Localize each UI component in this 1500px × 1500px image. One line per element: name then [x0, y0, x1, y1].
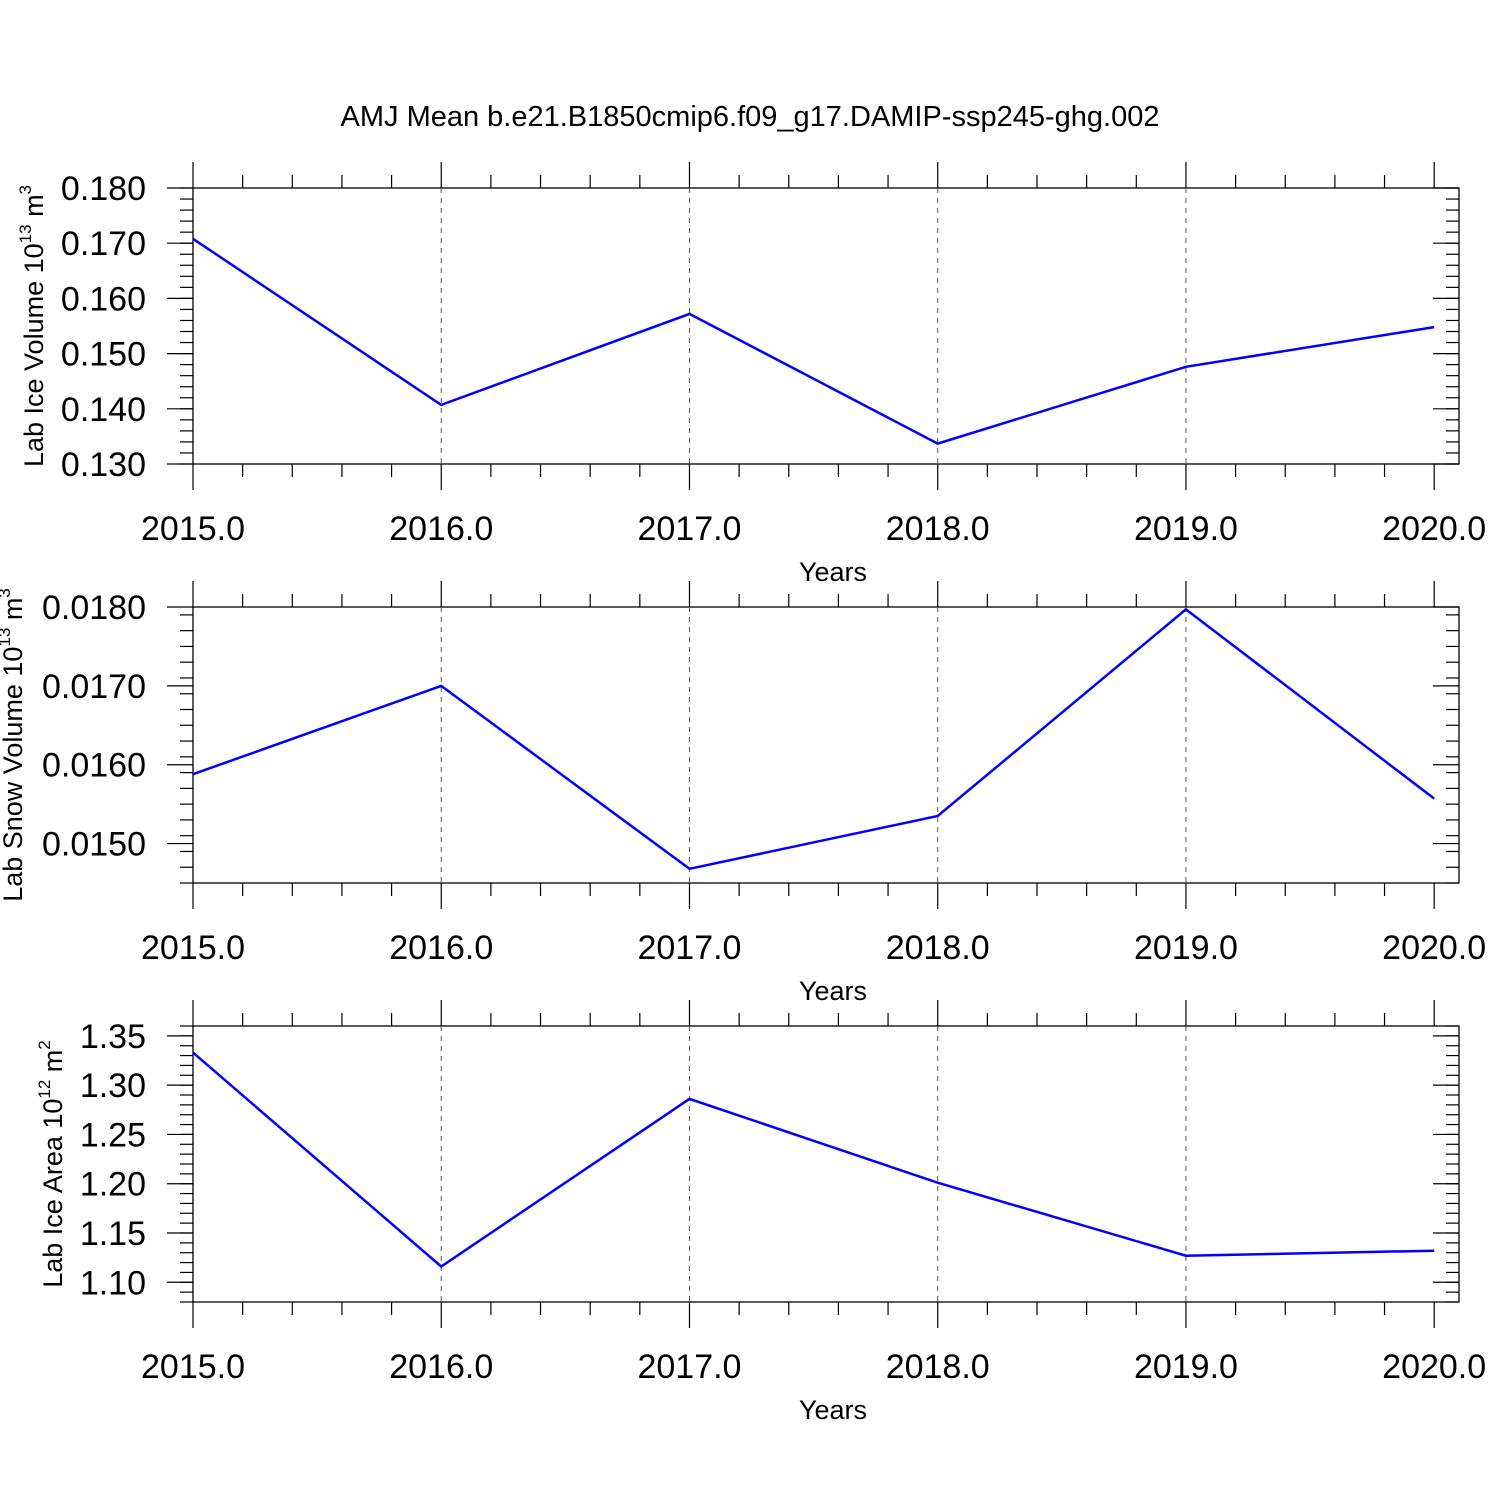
- x-tick-label: 2017.0: [637, 929, 741, 967]
- y-tick-label: 0.180: [61, 170, 146, 208]
- panels-group: 2015.0 2016.0 2017.0 2018.0 2019.0 2020.0 0.13…: [0, 162, 1486, 1425]
- series-line: [192, 1051, 1435, 1269]
- x-tick-label: 2019.0: [1134, 1348, 1238, 1386]
- panel-3: 2015.0 2016.0 2017.0 2018.0 2019.0 2020.0 1.10…: [35, 1000, 1486, 1425]
- x-tick-label: 2016.0: [389, 1348, 493, 1386]
- series-line: [192, 237, 1435, 445]
- figure-title: AMJ Mean b.e21.B1850cmip6.f09_g17.DAMIP-…: [341, 101, 1160, 133]
- y-tick-label: 0.160: [61, 280, 146, 318]
- x-tick-label: 2015.0: [141, 510, 245, 548]
- x-tick-label: 2020.0: [1382, 510, 1486, 548]
- x-axis-label: Years: [799, 1395, 867, 1425]
- plot-frame: [192, 187, 1460, 465]
- x-tick-label: 2017.0: [637, 510, 741, 548]
- panel-1: 2015.0 2016.0 2017.0 2018.0 2019.0 2020.0 0.13…: [16, 162, 1486, 587]
- y-tick-label: 0.150: [61, 336, 146, 374]
- x-tick-label: 2020.0: [1382, 1348, 1486, 1386]
- x-axis-label: Years: [799, 976, 867, 1006]
- x-tick-label: 2016.0: [389, 929, 493, 967]
- x-tick-label: 2020.0: [1382, 929, 1486, 967]
- x-tick-label: 2015.0: [141, 929, 245, 967]
- x-tick-label: 2016.0: [389, 510, 493, 548]
- x-tick-label: 2018.0: [886, 1348, 990, 1386]
- y-tick-label: 0.0150: [42, 826, 146, 864]
- y-tick-label: 0.0160: [42, 747, 146, 785]
- y-axis-label: Lab Ice Volume 1013 m3: [16, 185, 49, 467]
- y-tick-label: 0.140: [61, 391, 146, 429]
- y-axis-label: Lab Snow Volume 1013 m3: [0, 588, 28, 902]
- y-tick-label: 0.130: [61, 446, 146, 484]
- panel-2: 2015.0 2016.0 2017.0 2018.0 2019.0 2020.0 0.01…: [0, 581, 1486, 1006]
- x-tick-label: 2018.0: [886, 929, 990, 967]
- plot-frame: [192, 606, 1460, 884]
- x-tick-label: 2017.0: [637, 1348, 741, 1386]
- x-tick-label: 2018.0: [886, 510, 990, 548]
- y-tick-label: 1.35: [80, 1018, 146, 1056]
- y-tick-label: 0.170: [61, 225, 146, 263]
- y-tick-label: 1.30: [80, 1067, 146, 1105]
- y-tick-label: 1.10: [80, 1264, 146, 1302]
- x-tick-label: 2015.0: [141, 1348, 245, 1386]
- x-tick-label: 2019.0: [1134, 929, 1238, 967]
- y-tick-label: 1.25: [80, 1116, 146, 1154]
- y-tick-label: 1.20: [80, 1166, 146, 1204]
- y-tick-label: 1.15: [80, 1215, 146, 1253]
- x-axis-label: Years: [799, 557, 867, 587]
- series-line: [192, 607, 1435, 871]
- y-tick-label: 0.0180: [42, 589, 146, 627]
- x-tick-label: 2019.0: [1134, 510, 1238, 548]
- y-axis-label: Lab Ice Area 1012 m2: [35, 1040, 68, 1288]
- y-tick-label: 0.0170: [42, 668, 146, 706]
- plot-frame: [192, 1025, 1460, 1303]
